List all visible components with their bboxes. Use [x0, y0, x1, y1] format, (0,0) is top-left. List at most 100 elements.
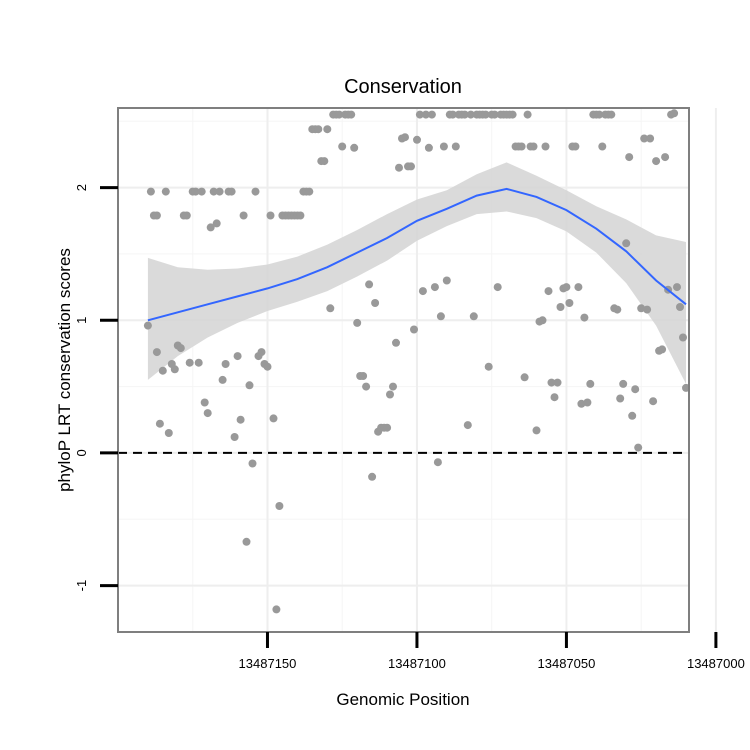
- data-point: [529, 142, 538, 151]
- data-point: [359, 372, 368, 380]
- data-point: [433, 458, 442, 467]
- data-point: [272, 605, 281, 614]
- data-point: [323, 125, 332, 134]
- data-point: [571, 142, 580, 151]
- x-axis: 13487150 13487100 13487050 13487000: [239, 632, 745, 671]
- data-point: [176, 344, 185, 353]
- data-point: [565, 299, 574, 307]
- data-point: [215, 187, 224, 196]
- data-point: [517, 142, 526, 151]
- data-point: [335, 110, 344, 119]
- data-point: [296, 211, 305, 220]
- data-point: [616, 394, 625, 403]
- data-point: [233, 352, 242, 361]
- data-point: [577, 399, 586, 408]
- data-point: [532, 426, 541, 435]
- data-point: [236, 415, 245, 424]
- data-point: [544, 287, 553, 296]
- data-point: [221, 360, 230, 368]
- data-point: [386, 390, 394, 399]
- data-point: [481, 110, 490, 119]
- data-point: [670, 109, 679, 118]
- x-tick-label: 13487000: [687, 656, 745, 671]
- y-tick-label: 1: [74, 317, 89, 324]
- data-point: [490, 110, 499, 119]
- data-point: [550, 393, 559, 402]
- data-point: [658, 345, 667, 354]
- smooth-line-layer: [147, 187, 687, 322]
- x-tick-label: 13487150: [239, 656, 297, 671]
- data-point: [673, 283, 681, 292]
- y-tick-label: 0: [74, 449, 89, 456]
- y-axis-title: phyloP LRT conservation scores: [55, 248, 74, 492]
- data-point: [613, 305, 622, 314]
- data-point: [146, 187, 155, 196]
- confidence-band: [147, 162, 686, 384]
- data-point: [389, 382, 397, 391]
- data-point: [652, 157, 661, 166]
- data-point: [436, 312, 445, 321]
- data-point: [427, 110, 436, 119]
- data-point: [484, 362, 493, 371]
- data-point: [401, 133, 409, 142]
- data-point: [206, 223, 215, 232]
- confidence-band-layer: [147, 162, 686, 384]
- data-point: [407, 162, 415, 171]
- data-point: [362, 382, 371, 391]
- data-point: [155, 419, 164, 428]
- data-point: [640, 134, 649, 143]
- data-point: [418, 287, 427, 296]
- data-point: [520, 373, 529, 382]
- data-point: [230, 433, 239, 441]
- data-point: [347, 110, 356, 119]
- data-point: [152, 211, 161, 220]
- x-tick-label: 13487050: [538, 656, 596, 671]
- data-point: [523, 110, 532, 119]
- data-point: [430, 283, 439, 292]
- data-point: [553, 378, 562, 387]
- data-point: [182, 211, 191, 220]
- data-point: [326, 304, 335, 313]
- data-point: [413, 135, 421, 144]
- data-point: [421, 110, 430, 119]
- data-point: [275, 502, 284, 510]
- data-point: [371, 299, 380, 307]
- data-point: [338, 142, 347, 151]
- data-point: [158, 366, 167, 375]
- chart-title: Conservation: [344, 76, 462, 98]
- data-point: [251, 187, 260, 196]
- data-point: [200, 398, 209, 407]
- data-point: [595, 110, 604, 119]
- data-point: [395, 163, 403, 172]
- data-point: [266, 211, 275, 220]
- data-point: [556, 303, 565, 311]
- data-point: [263, 362, 272, 371]
- data-point: [164, 429, 173, 437]
- data-point: [227, 187, 236, 196]
- data-point: [242, 537, 251, 546]
- data-point: [547, 378, 556, 387]
- data-point: [245, 381, 254, 390]
- data-point: [634, 443, 643, 452]
- data-point: [368, 472, 377, 481]
- data-point: [365, 280, 374, 289]
- data-point: [643, 305, 652, 314]
- x-axis-title: Genomic Position: [336, 690, 469, 709]
- data-point: [410, 325, 418, 334]
- data-point: [574, 283, 583, 292]
- data-point: [508, 110, 517, 119]
- data-point: [586, 379, 595, 388]
- data-point: [383, 423, 392, 432]
- data-point: [631, 385, 640, 394]
- data-point: [212, 219, 221, 228]
- data-point: [415, 110, 424, 119]
- data-point: [203, 409, 212, 418]
- data-point: [541, 142, 550, 151]
- data-point: [185, 358, 194, 367]
- data-point: [493, 283, 502, 292]
- y-tick-label: 2: [74, 184, 89, 191]
- data-point: [619, 379, 628, 388]
- data-point: [218, 375, 227, 384]
- data-point: [580, 313, 589, 322]
